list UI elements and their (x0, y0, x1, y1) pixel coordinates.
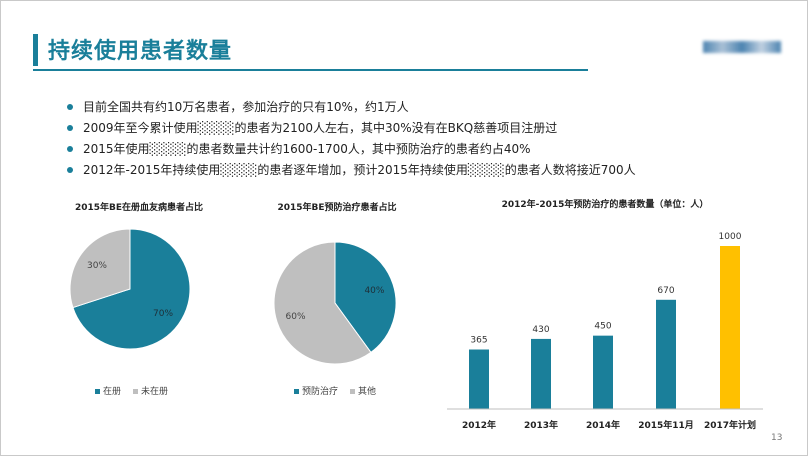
bar-value-label: 450 (594, 322, 611, 332)
bar-value-label: 670 (657, 286, 674, 296)
bullet-item: 2009年至今累计使用░░░░的患者为2100人左右，其中30%没有在BKQ慈善… (67, 121, 636, 142)
pie2-title: 2015年BE预防治疗患者占比 (277, 201, 396, 213)
bar (531, 338, 551, 409)
pie1-legend-swatch (95, 389, 100, 394)
page-number: 13 (771, 433, 783, 443)
x-tick-label: 2014年 (586, 419, 620, 431)
bullet-item: 目前全国共有约10万名患者，参加治疗的只有10%，约1万人 (67, 100, 636, 121)
x-tick-label: 2015年11月 (638, 419, 694, 431)
bullet-list: 目前全国共有约10万名患者，参加治疗的只有10%，约1万人 2009年至今累计使… (67, 100, 636, 184)
bar (469, 349, 489, 409)
pie2-legend-label: 其他 (358, 385, 376, 397)
pie1-data-label: 30% (87, 261, 107, 271)
pie2-slice (334, 241, 397, 354)
pie1-slice (69, 228, 131, 309)
bar-value-label: 1000 (719, 232, 742, 242)
pie2-slice (273, 241, 372, 365)
pie2-legend-swatch (294, 389, 299, 394)
pie1-legend-label: 未在册 (141, 385, 168, 397)
pie2-data-label: 40% (364, 286, 384, 296)
pie2-data-label: 60% (286, 312, 306, 322)
bar-chart-title: 2012年-2015年预防治疗的患者数量（单位：人） (502, 198, 709, 210)
x-tick-label: 2017年计划 (704, 419, 756, 431)
title-underline (33, 69, 588, 71)
x-tick-label: 2013年 (524, 419, 558, 431)
company-logo (703, 41, 781, 53)
pie2-legend-swatch (350, 389, 355, 394)
bar (656, 299, 676, 409)
pie1-legend-swatch (133, 389, 138, 394)
pie1-slice (72, 228, 191, 350)
title-accent-bar (33, 34, 38, 66)
pie1-title: 2015年BE在册血友病患者占比 (75, 201, 203, 213)
bar-value-label: 430 (532, 325, 549, 335)
pie2-legend-label: 预防治疗 (302, 385, 338, 397)
bar (593, 335, 613, 409)
bar-value-label: 365 (470, 336, 487, 346)
slide-title: 持续使用患者数量 (48, 39, 233, 64)
x-tick-label: 2012年 (462, 419, 496, 431)
bullet-item: 2015年使用░░░░的患者数量共计约1600-1700人，其中预防治疗的患者约… (67, 142, 636, 163)
bar (720, 246, 740, 409)
bullet-item: 2012年-2015年持续使用░░░░的患者逐年增加，预计2015年持续使用░░… (67, 163, 636, 184)
pie1-data-label: 70% (153, 309, 173, 319)
pie1-legend-label: 在册 (103, 385, 121, 397)
